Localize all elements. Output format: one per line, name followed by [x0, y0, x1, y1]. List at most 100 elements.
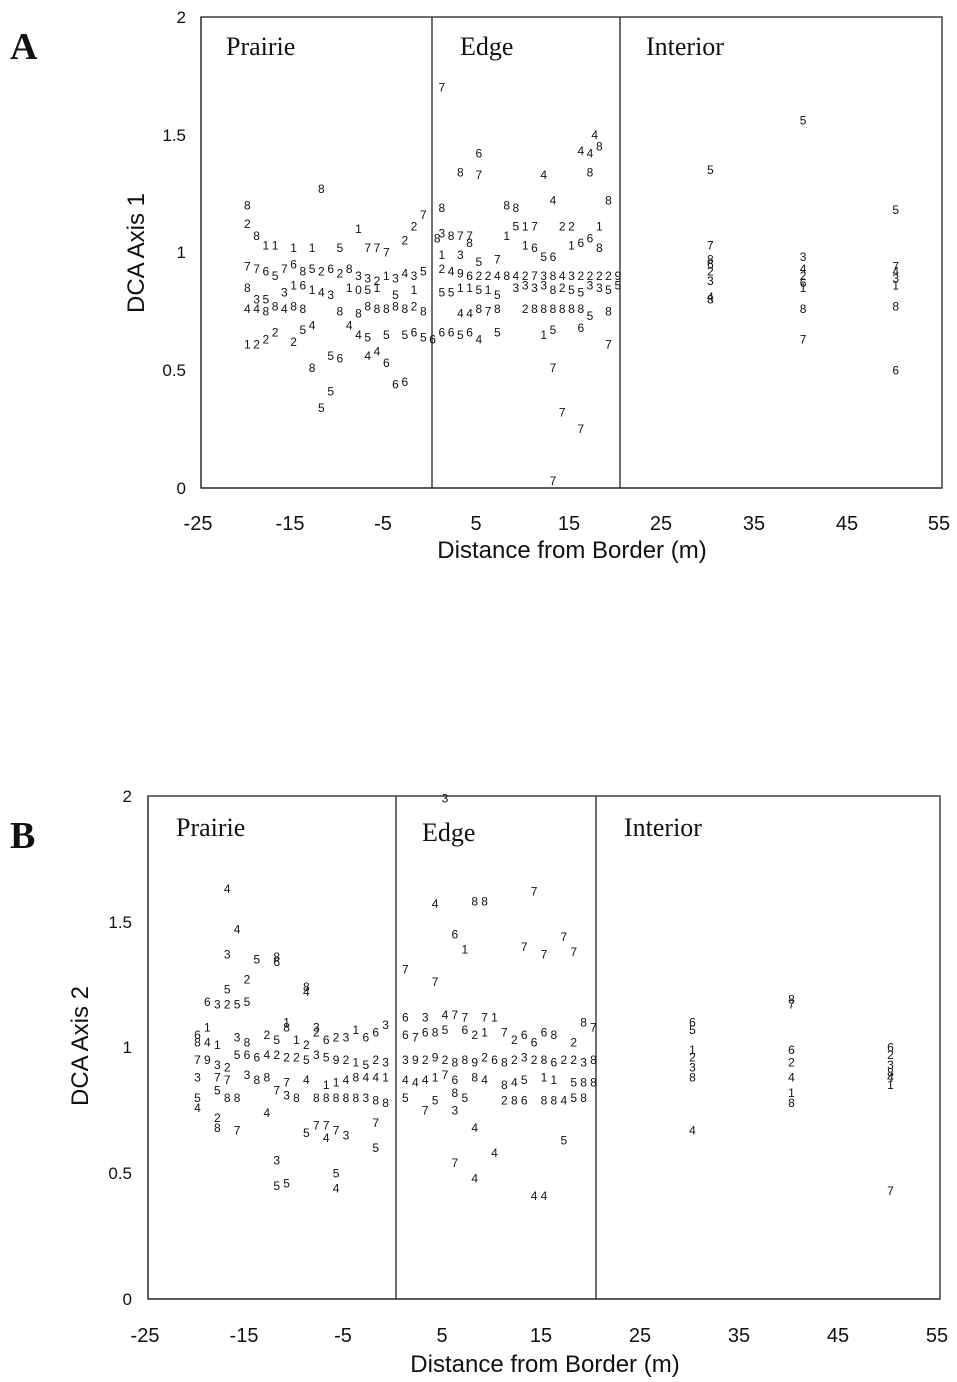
data-point: 4 [303, 985, 310, 999]
data-point: 2 [511, 1033, 518, 1047]
data-point: 4 [374, 344, 381, 358]
data-point: 1 [244, 337, 251, 351]
data-point: 4 [448, 264, 455, 278]
data-point: 6 [887, 1041, 894, 1055]
data-point: 4 [402, 1073, 409, 1087]
data-point: 8 [511, 1093, 518, 1107]
x-tick-labels: -25 -15 -5 5 15 25 35 45 55 [131, 1325, 949, 1347]
data-point: 6 [541, 1025, 548, 1039]
data-point: 3 [382, 1056, 389, 1070]
data-point: 0 [355, 283, 362, 297]
data-point: 8 [263, 1071, 270, 1085]
data-point: 8 [551, 1093, 558, 1107]
data-point: 3 [800, 250, 807, 264]
data-point: 5 [550, 323, 557, 337]
data-point: 7 [457, 229, 464, 243]
data-point: 5 [689, 1023, 696, 1037]
data-point: 3 [194, 1071, 201, 1085]
data-point: 5 [494, 288, 501, 302]
y-tick-label: 0.5 [108, 1164, 132, 1183]
data-point: 2 [262, 333, 269, 347]
data-point: 5 [392, 288, 399, 302]
data-point: 4 [511, 1076, 518, 1090]
data-point: 8 [309, 361, 316, 375]
data-point: 4 [892, 264, 899, 278]
data-point: 7 [383, 246, 390, 260]
data-point: 5 [892, 203, 899, 217]
data-point: 6 [411, 326, 418, 340]
data-point: 8 [452, 1056, 459, 1070]
data-point: 8 [353, 1091, 360, 1105]
data-point: 8 [707, 293, 714, 307]
data-point: 5 [333, 1166, 340, 1180]
data-point: 6 [392, 377, 399, 391]
data-point: 1 [432, 1071, 439, 1085]
y-tick-label: 0.5 [162, 361, 186, 380]
data-point: 7 [452, 1008, 459, 1022]
data-point: 8 [313, 1091, 320, 1105]
data-point: 7 [788, 998, 795, 1012]
data-point: 6 [476, 147, 483, 161]
data-point: 7 [559, 406, 566, 420]
x-tick-label: 35 [743, 513, 765, 535]
data-point: 4 [333, 1181, 340, 1195]
data-point: 8 [605, 304, 612, 318]
data-point: 8 [382, 1096, 389, 1110]
data-point: 1 [323, 1078, 330, 1092]
data-point: 7 [892, 260, 899, 274]
data-point: 5 [194, 1091, 201, 1105]
data-point: 4 [355, 328, 362, 342]
data-point: 8 [559, 302, 566, 316]
data-point: 2 [522, 269, 529, 283]
data-point: 3 [411, 269, 418, 283]
data-point: 8 [550, 269, 557, 283]
data-point: 3 [214, 998, 221, 1012]
region-label-interior: Interior [624, 813, 702, 842]
data-point: 2 [374, 274, 381, 288]
y-axis-title: DCA Axis 1 [123, 193, 150, 313]
data-point: 2 [313, 1025, 320, 1039]
data-point: 4 [401, 267, 408, 281]
x-tick-label: -15 [230, 1325, 259, 1347]
data-point: 7 [244, 260, 251, 274]
data-point: 1 [374, 281, 381, 295]
data-point: 2 [401, 234, 408, 248]
data-point: 1 [568, 238, 575, 252]
data-point: 4 [224, 882, 231, 896]
x-tick-label: 25 [650, 513, 672, 535]
data-point: 6 [448, 326, 455, 340]
data-point: 8 [596, 241, 603, 255]
data-point: 5 [318, 401, 325, 415]
data-point: 3 [343, 1129, 350, 1143]
panel-b: B Prairie Edge Interior 0 0.5 1 1.5 2 -2… [10, 787, 948, 1378]
data-point: 1 [491, 1010, 498, 1024]
data-point: 5 [362, 1058, 369, 1072]
data-point: 2 [501, 1093, 508, 1107]
data-point: 1 [438, 248, 445, 262]
data-point: 4 [531, 1189, 538, 1203]
data-point: 5 [234, 1048, 241, 1062]
data-point: 8 [253, 229, 260, 243]
data-point: 6 [551, 1056, 558, 1070]
data-point: 7 [560, 930, 567, 944]
data-point: 2 [438, 262, 445, 276]
data-point: 7 [501, 1025, 508, 1039]
data-point: 8 [224, 1091, 231, 1105]
data-point: 7 [442, 1068, 449, 1082]
data-point: 1 [551, 1073, 558, 1087]
data-point: 5 [577, 286, 584, 300]
data-point: 2 [887, 1048, 894, 1062]
data-point: 4 [788, 1071, 795, 1085]
data-point: 5 [605, 283, 612, 297]
panel-letter-a: A [10, 26, 38, 68]
data-point: 7 [800, 333, 807, 347]
data-point: 8 [383, 302, 390, 316]
x-tick-label: 35 [728, 1325, 750, 1347]
y-tick-label: 0 [177, 479, 186, 498]
data-point: 3 [382, 1018, 389, 1032]
data-point: 2 [283, 1051, 290, 1065]
data-point: 2 [707, 264, 714, 278]
data-point: 2 [577, 269, 584, 283]
data-point: 9 [204, 1053, 211, 1067]
